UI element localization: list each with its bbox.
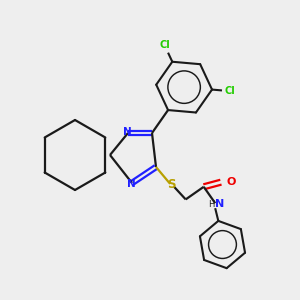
Text: Cl: Cl: [225, 86, 235, 96]
Text: H: H: [208, 200, 214, 209]
Text: S: S: [167, 178, 176, 191]
Text: N: N: [123, 127, 131, 137]
Text: O: O: [226, 177, 236, 187]
Text: N: N: [127, 179, 135, 189]
Text: N: N: [214, 199, 224, 209]
Text: Cl: Cl: [159, 40, 170, 50]
